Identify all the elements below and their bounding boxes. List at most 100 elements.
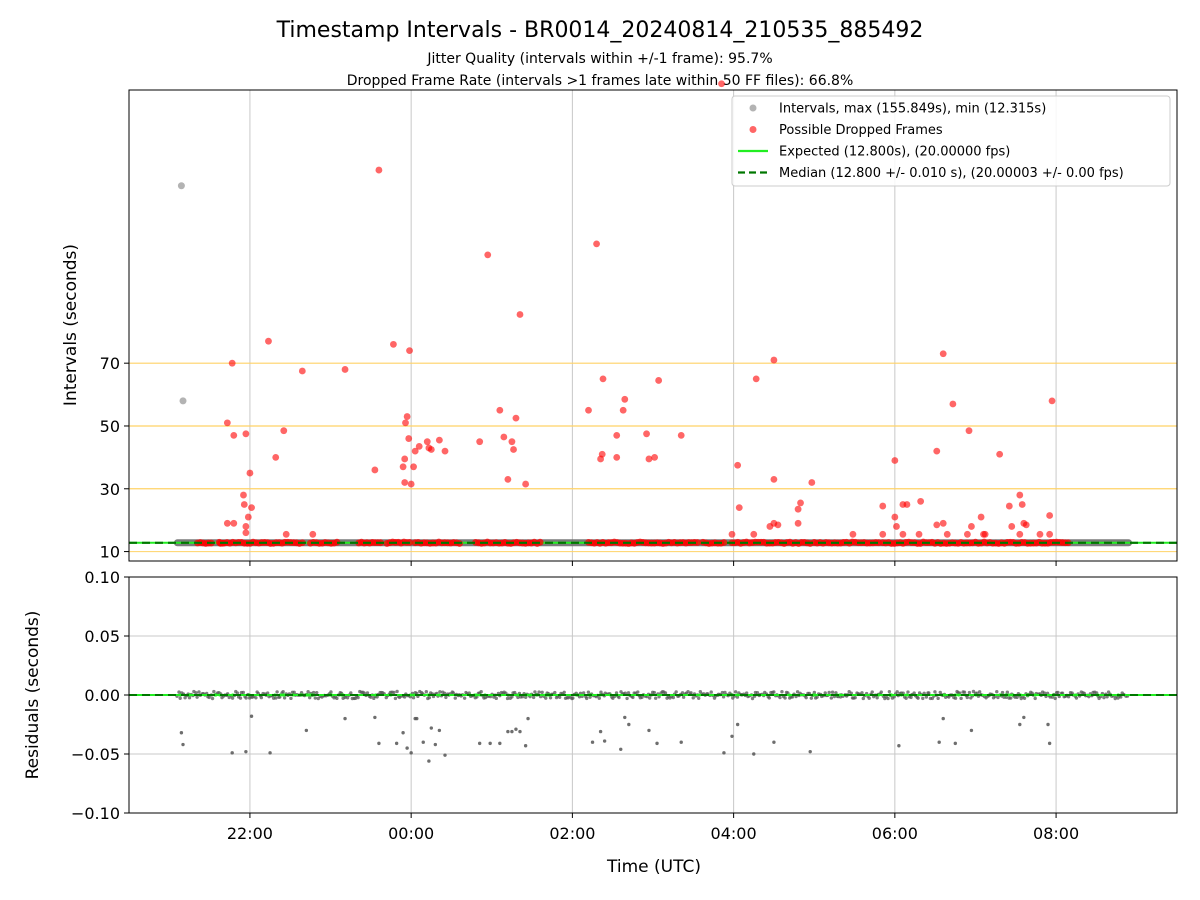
dropped-frame-point-18	[309, 530, 317, 538]
residuals-xtick-label-0: 22:00	[227, 824, 273, 843]
residual-point-32	[598, 729, 603, 734]
intervals-ylabel: Intervals (seconds)	[61, 244, 81, 406]
residual-point-27	[514, 727, 518, 731]
interval-point-1	[179, 397, 187, 405]
residual-point-42	[735, 722, 740, 727]
residual-point-26	[510, 729, 514, 734]
residual-band-point	[292, 690, 296, 695]
interval-point-0	[177, 182, 185, 190]
residual-band-point	[617, 695, 621, 700]
dropped-frame-dense-point	[333, 538, 341, 546]
residual-band-point	[1009, 696, 1013, 700]
residual-band-point	[674, 690, 678, 694]
residual-band-point	[438, 690, 442, 694]
residual-point-20	[437, 728, 442, 733]
residual-point-10	[394, 741, 399, 746]
residual-band-point	[584, 696, 589, 701]
residual-band-point	[653, 696, 658, 700]
dropped-frame-point-32	[411, 447, 419, 455]
dropped-frame-point-25	[401, 455, 409, 463]
residual-point-12	[405, 746, 409, 750]
dropped-frame-point-103	[1008, 523, 1016, 530]
residual-band-point	[723, 690, 727, 695]
residual-band-point	[365, 691, 370, 695]
residual-band-point	[936, 696, 940, 701]
dropped-frame-point-67	[752, 375, 760, 383]
residual-band-point	[772, 690, 776, 694]
residual-point-1	[181, 742, 185, 747]
residual-band-point	[274, 696, 278, 700]
residuals-ytick-label-1: 0.05	[84, 627, 120, 646]
dropped-frame-point-78	[849, 530, 857, 538]
dropped-frame-point-38	[441, 447, 449, 455]
residual-point-5	[268, 751, 272, 755]
residual-band-point	[479, 689, 483, 694]
residual-band-point	[345, 696, 350, 700]
residual-band-point	[212, 689, 216, 694]
dropped-frame-point-20	[371, 466, 379, 474]
residual-band-point	[194, 691, 198, 695]
residual-point-37	[647, 728, 651, 733]
dropped-frame-point-17	[298, 367, 306, 375]
dropped-frame-point-45	[510, 446, 517, 453]
residual-point-0	[179, 731, 184, 735]
residual-point-25	[506, 729, 510, 734]
residual-band-point	[640, 695, 644, 699]
residual-point-35	[623, 715, 627, 720]
dropped-frame-point-87	[915, 530, 923, 538]
residual-band-point	[453, 696, 457, 700]
residual-band-point	[510, 695, 514, 699]
dropped-frame-point-101	[996, 450, 1004, 458]
residual-band-point	[505, 696, 510, 701]
residual-band-point	[812, 690, 817, 695]
dropped-frame-point-42	[500, 433, 508, 441]
intervals-ytick-label-0: 10	[100, 543, 120, 562]
residual-point-33	[602, 739, 607, 743]
residual-point-6	[304, 728, 309, 733]
chart-title: Timestamp Intervals - BR0014_20240814_21…	[276, 18, 924, 43]
legend-label-median: Median (12.800 +/- 0.010 s), (20.00003 +…	[779, 166, 1124, 181]
residual-band-point	[959, 696, 963, 701]
legend-label-dropped: Possible Dropped Frames	[779, 123, 943, 138]
dropped-frame-point-23	[401, 479, 409, 486]
residual-point-52	[1022, 715, 1026, 720]
residual-band-point	[1053, 696, 1057, 701]
residual-band-point	[177, 690, 181, 694]
residual-point-34	[619, 747, 623, 751]
dropped-frame-point-105	[1018, 501, 1026, 508]
residual-band-point	[557, 695, 562, 699]
residual-band-point	[681, 695, 686, 699]
residual-band-point	[870, 690, 874, 694]
dropped-frame-point-22	[390, 340, 397, 348]
residual-band-point	[335, 696, 339, 701]
intervals-ytick-label-3: 70	[100, 354, 120, 373]
dropped-frame-point-36	[427, 446, 435, 453]
residual-point-39	[679, 740, 683, 744]
dropped-frame-point-100	[981, 530, 989, 538]
residual-band-point	[795, 690, 800, 694]
residual-band-point	[750, 696, 755, 701]
dropped-frame-point-63	[718, 80, 725, 88]
residual-band-point	[265, 691, 270, 695]
dropped-frame-point-30	[407, 480, 415, 488]
residual-band-point	[860, 691, 864, 695]
dropped-frame-dense-point	[693, 539, 701, 546]
residual-band-point	[210, 696, 215, 701]
residual-point-30	[523, 744, 528, 748]
residual-band-point	[195, 695, 199, 699]
residual-band-point	[720, 690, 725, 695]
legend-marker-intervals	[749, 104, 757, 112]
residual-band-point	[553, 690, 557, 695]
dropped-frame-point-111	[1046, 530, 1054, 538]
residual-band-point	[689, 691, 693, 695]
residual-band-point	[1102, 695, 1106, 700]
residual-band-point	[562, 690, 566, 694]
dropped-frame-point-14	[272, 453, 280, 461]
dropped-frame-point-48	[522, 480, 530, 488]
residual-point-54	[1047, 741, 1052, 746]
dropped-frame-point-27	[403, 413, 411, 420]
residual-band-point	[537, 690, 541, 694]
residual-band-point	[544, 696, 548, 700]
residual-point-17	[427, 759, 431, 763]
